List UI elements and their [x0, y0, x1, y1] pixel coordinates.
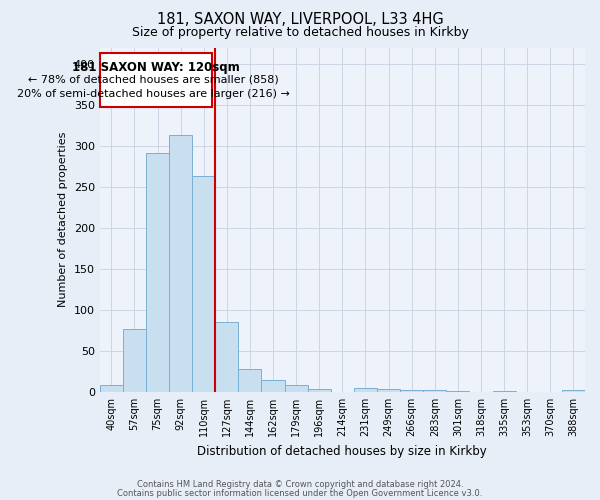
- Bar: [354, 388, 377, 392]
- Bar: [169, 135, 192, 392]
- Bar: [400, 390, 423, 392]
- Bar: [493, 391, 515, 392]
- Bar: [423, 390, 446, 392]
- Text: Contains HM Land Registry data © Crown copyright and database right 2024.: Contains HM Land Registry data © Crown c…: [137, 480, 463, 489]
- Y-axis label: Number of detached properties: Number of detached properties: [58, 132, 68, 308]
- Bar: [284, 386, 308, 392]
- Bar: [215, 322, 238, 392]
- Text: Size of property relative to detached houses in Kirkby: Size of property relative to detached ho…: [131, 26, 469, 39]
- Text: ← 78% of detached houses are smaller (858): ← 78% of detached houses are smaller (85…: [28, 74, 279, 85]
- X-axis label: Distribution of detached houses by size in Kirkby: Distribution of detached houses by size …: [197, 444, 487, 458]
- Bar: [262, 380, 284, 392]
- Bar: [192, 176, 215, 392]
- FancyBboxPatch shape: [100, 53, 212, 108]
- Bar: [308, 390, 331, 392]
- Bar: [100, 386, 123, 392]
- Bar: [123, 329, 146, 392]
- Bar: [238, 369, 262, 392]
- Bar: [146, 154, 169, 392]
- Text: 181, SAXON WAY, LIVERPOOL, L33 4HG: 181, SAXON WAY, LIVERPOOL, L33 4HG: [157, 12, 443, 28]
- Text: 181 SAXON WAY: 120sqm: 181 SAXON WAY: 120sqm: [72, 60, 240, 74]
- Bar: [562, 390, 585, 392]
- Text: Contains public sector information licensed under the Open Government Licence v3: Contains public sector information licen…: [118, 488, 482, 498]
- Bar: [446, 391, 469, 392]
- Bar: [377, 390, 400, 392]
- Text: 20% of semi-detached houses are larger (216) →: 20% of semi-detached houses are larger (…: [17, 88, 290, 99]
